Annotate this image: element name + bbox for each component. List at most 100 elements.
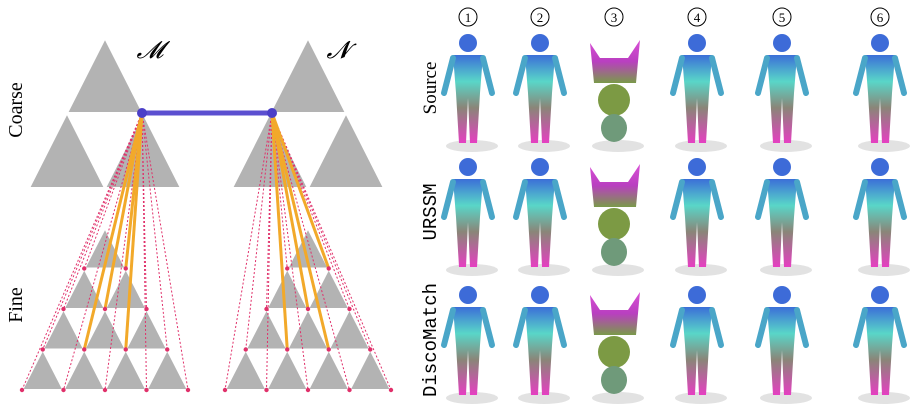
vertex [144, 387, 149, 393]
vertex [264, 387, 269, 393]
shape-part [853, 55, 907, 96]
column-label: 2 [537, 10, 544, 25]
shape-part [755, 55, 809, 96]
column-marker [458, 7, 478, 27]
shape-render [853, 286, 910, 404]
mesh-face [103, 347, 149, 391]
coarse-fine-line [124, 112, 144, 350]
vertex [305, 387, 311, 393]
mesh-face [124, 306, 169, 351]
column-marker [772, 7, 792, 27]
results-grid: 1 2 3 4 5 6 Source URSSM DiscoMatch [420, 7, 910, 404]
vertex [144, 306, 149, 312]
vertex [388, 387, 394, 393]
shape-part [865, 307, 895, 395]
shape-part [513, 307, 567, 348]
column-marker [870, 7, 890, 27]
shape-part [598, 208, 630, 240]
vertex [267, 108, 277, 118]
mesh-face [285, 306, 331, 351]
shape-part [513, 179, 567, 220]
vertex [347, 387, 352, 393]
shape-render [755, 34, 812, 152]
mesh-face [264, 347, 310, 391]
vertex [347, 306, 352, 312]
shape-part [531, 34, 549, 52]
shape-part [531, 158, 549, 176]
shape-part [688, 34, 706, 52]
mesh-face [230, 110, 310, 189]
column-label: 4 [694, 10, 701, 25]
label-fine: Fine [5, 287, 27, 323]
column-marker [687, 7, 707, 27]
shape-part [773, 34, 791, 52]
label-m: 𝓜 [137, 38, 171, 64]
shape-part [598, 336, 630, 368]
row-label: Source [420, 62, 441, 115]
shape-part [865, 55, 895, 143]
shape-render [513, 34, 570, 152]
mesh-face [82, 306, 128, 351]
shape-part [590, 164, 640, 207]
shape-part [453, 55, 483, 143]
vertex [102, 306, 108, 312]
vertex [19, 387, 25, 393]
mesh-face [103, 266, 149, 310]
shape-part [590, 292, 640, 335]
vertex [82, 347, 87, 352]
vertex [185, 387, 191, 393]
mesh-face [306, 266, 352, 310]
shape-part [682, 307, 712, 395]
mesh-face [268, 35, 348, 114]
shape-part [513, 55, 567, 96]
vertex [123, 266, 128, 271]
shape-render [755, 286, 812, 404]
shape-render [755, 158, 812, 276]
shape-render [853, 158, 910, 276]
mesh-face [27, 110, 107, 189]
shape-part [865, 179, 895, 267]
shape-part [767, 55, 797, 143]
coarse-fine-line [270, 112, 289, 350]
correspondence-line [42, 112, 143, 350]
coarse-fine-line [270, 112, 331, 350]
shadow [592, 264, 644, 276]
label-coarse: Coarse [5, 82, 27, 138]
mesh-face [306, 347, 352, 391]
vertex [40, 347, 45, 352]
mesh-face [144, 347, 190, 391]
shape-render [590, 164, 644, 276]
vertex [137, 108, 147, 118]
label-n: 𝓝 [327, 38, 358, 64]
shape-part [459, 158, 477, 176]
vertex [82, 266, 87, 271]
mesh-face [244, 306, 289, 351]
column-label: 1 [465, 10, 472, 25]
row-label: DiscoMatch [420, 283, 442, 397]
shape-render [590, 40, 644, 152]
correspondence-line [271, 112, 350, 310]
shape-part [670, 55, 724, 96]
correspondence-line [224, 112, 273, 391]
shape-part [453, 179, 483, 267]
column-marker [604, 7, 624, 27]
mesh-face [41, 306, 86, 351]
mesh-face [61, 266, 107, 310]
shape-part [441, 307, 495, 348]
shape-render [441, 286, 498, 404]
shape-part [459, 34, 477, 52]
vertex [368, 347, 373, 352]
shape-part [773, 158, 791, 176]
shape-part [601, 114, 627, 142]
mesh-face [264, 266, 310, 310]
shape-render [590, 292, 644, 404]
shape-render [441, 158, 498, 276]
shape-part [441, 179, 495, 220]
shape-part [441, 55, 495, 96]
coarse-fine-line [82, 112, 144, 350]
shape-part [601, 238, 627, 266]
shape-part [853, 179, 907, 220]
vertex [165, 347, 170, 352]
vertex [326, 347, 331, 352]
shape-render [513, 158, 570, 276]
